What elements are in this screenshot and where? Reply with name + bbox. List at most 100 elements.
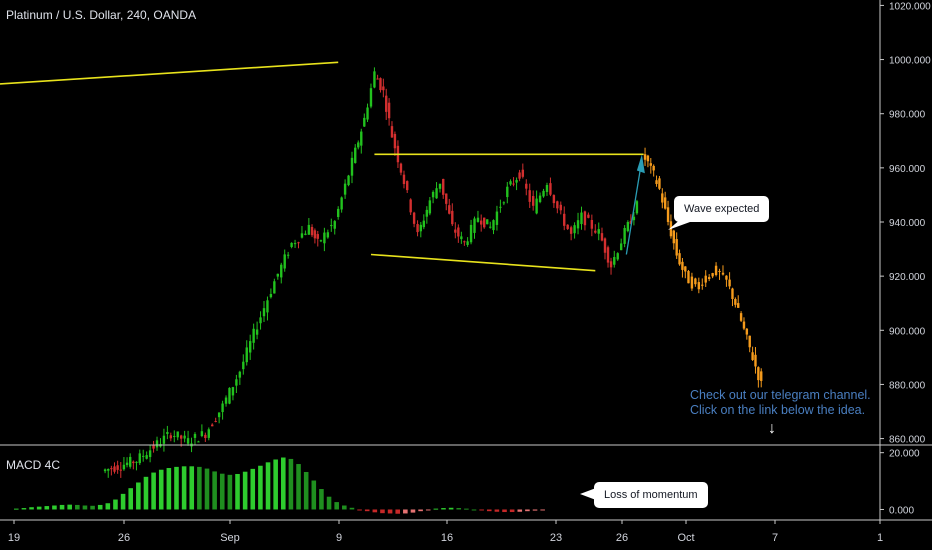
candle-body (376, 78, 379, 80)
macd-bar (525, 509, 530, 512)
candle-body (697, 282, 701, 290)
macd-bar (120, 493, 126, 510)
price-tick-label: 880.000 (889, 380, 926, 391)
candle-body (103, 469, 107, 472)
candle-body (635, 201, 639, 214)
candle-body (502, 202, 506, 204)
macd-bar (418, 509, 423, 512)
candle-body (224, 397, 228, 404)
candle-body (569, 227, 573, 234)
candle-body (238, 371, 242, 378)
candle-body (518, 172, 521, 179)
candle-body (742, 321, 746, 329)
chart-title: Platinum / U.S. Dollar, 240, OANDA (6, 8, 197, 22)
candle-body (169, 435, 173, 439)
candle-body (479, 220, 483, 225)
candle-body (145, 455, 148, 459)
candle-body (483, 217, 486, 228)
candle-body (499, 206, 502, 208)
candle-body (757, 367, 760, 381)
candle-body (531, 196, 535, 206)
candle-body (316, 234, 319, 239)
candle-body (512, 183, 515, 185)
candle-body (304, 233, 307, 235)
price-tick-label: 960.000 (889, 164, 926, 175)
candle-body (707, 277, 711, 280)
price-tick-label: 920.000 (889, 272, 926, 283)
candle-body (748, 335, 751, 348)
candle-body (173, 435, 176, 437)
macd-bar (151, 472, 156, 510)
macd-bar (128, 488, 134, 510)
candle-body (556, 201, 559, 209)
candle-body (221, 403, 224, 413)
macd-bar (342, 505, 347, 510)
candle-body (473, 218, 476, 233)
candle-body (632, 216, 636, 221)
time-tick-label: 26 (616, 532, 628, 544)
candle-body (142, 455, 145, 457)
candle-body (573, 225, 576, 234)
candle-body (119, 469, 122, 471)
candle-body (231, 387, 235, 396)
candle-body (731, 288, 734, 299)
candle-body (269, 293, 273, 298)
candle-body (463, 241, 466, 243)
candle-body (390, 126, 394, 138)
macd-bar (265, 462, 271, 510)
candle-body (616, 253, 619, 260)
macd-bar (250, 468, 256, 510)
candle-body (293, 243, 297, 245)
candle-body (760, 371, 763, 381)
time-tick-label: 7 (772, 532, 778, 544)
candle-body (297, 242, 300, 244)
candle-body (399, 163, 403, 173)
loss-of-momentum-callout: Loss of momentum (594, 482, 708, 508)
candle-body (739, 313, 743, 321)
candle-body (354, 147, 357, 163)
macd-bar (349, 507, 355, 510)
macd-tick-label: 0.000 (889, 505, 914, 516)
candle-body (694, 278, 697, 285)
macd-bar (296, 464, 301, 510)
candle-body (466, 241, 469, 245)
macd-bar (67, 504, 72, 510)
macd-bar (36, 506, 42, 510)
time-tick-label: 26 (118, 532, 130, 544)
candle-body (162, 435, 166, 444)
candle-body (528, 190, 531, 202)
candle-body (336, 208, 340, 218)
candle-body (725, 275, 728, 280)
candle-body (492, 220, 495, 231)
candle-body (110, 468, 113, 470)
candle-body (672, 230, 676, 244)
candle-body (217, 412, 221, 418)
trendlines (0, 61, 645, 272)
price-tick-label: 900.000 (889, 326, 926, 337)
candle-body (690, 276, 694, 289)
candle-body (155, 440, 159, 448)
candle-body (313, 230, 317, 239)
candle-body (721, 272, 725, 275)
candle-body (343, 183, 347, 195)
macd-bar (75, 504, 80, 510)
candle-body (186, 438, 190, 444)
candle-body (576, 220, 580, 229)
macd-bar (303, 471, 309, 510)
macd-bar (509, 509, 515, 513)
macd-bar (235, 473, 240, 510)
candle-body (552, 195, 556, 204)
candle-body (435, 188, 438, 199)
candle-body (563, 213, 566, 226)
candle-body (276, 273, 280, 277)
candle-body (623, 228, 626, 244)
candle-body (663, 197, 667, 209)
candle-body (457, 227, 460, 237)
candle-body (594, 230, 597, 233)
candle-body (521, 169, 525, 177)
candle-body (687, 271, 690, 284)
macd-bar (326, 496, 332, 510)
candle-body (340, 197, 343, 210)
macd-bar (197, 466, 202, 510)
